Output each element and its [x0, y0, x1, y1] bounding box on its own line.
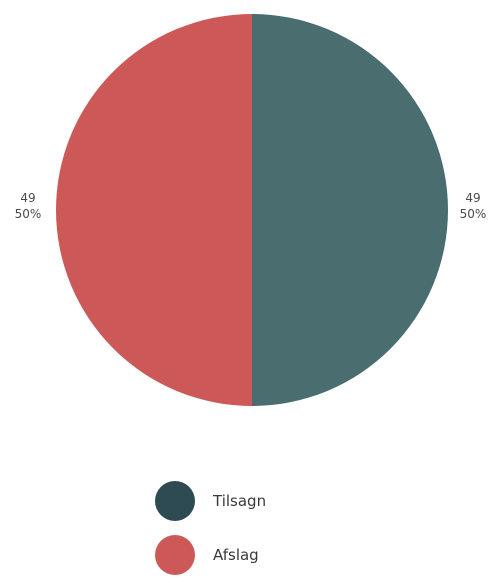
- data-label-tilsagn-percent: 50%: [459, 207, 487, 221]
- data-label-tilsagn: 49 50%: [448, 190, 496, 222]
- pie-chart: [56, 14, 448, 406]
- data-label-afslag-percent: 50%: [14, 207, 42, 221]
- legend-swatch-tilsagn: [155, 481, 195, 521]
- pie-slice-afslag[interactable]: [56, 14, 252, 406]
- data-label-afslag: 49 50%: [3, 190, 53, 222]
- data-label-tilsagn-value: 49: [465, 191, 481, 205]
- chart-legend: Tilsagn Afslag: [155, 478, 266, 586]
- legend-label-tilsagn: Tilsagn: [213, 492, 267, 510]
- data-label-afslag-value: 49: [20, 191, 36, 205]
- legend-label-afslag: Afslag: [213, 546, 259, 564]
- pie-slice-tilsagn[interactable]: [252, 14, 448, 406]
- legend-swatch-afslag: [155, 535, 195, 575]
- legend-item-tilsagn[interactable]: Tilsagn: [155, 478, 266, 524]
- legend-item-afslag[interactable]: Afslag: [155, 532, 266, 578]
